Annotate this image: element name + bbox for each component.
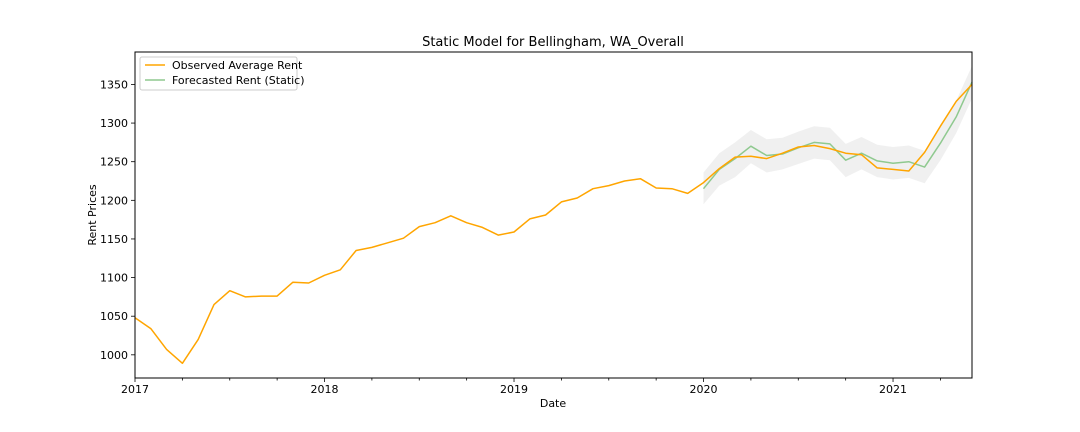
confidence-band [703,65,972,205]
y-axis-label: Rent Prices [86,184,99,246]
legend-label-forecast: Forecasted Rent (Static) [172,74,305,87]
x-axis-label: Date [540,397,567,410]
x-tick-label: 2017 [121,383,149,396]
x-tick-label: 2021 [879,383,907,396]
y-tick-label: 1050 [100,310,128,323]
x-tick-label: 2018 [311,383,339,396]
y-axis: 1000 1050 1100 1150 1200 1250 1300 1350 [100,78,135,362]
observed-rent-line [134,83,973,365]
legend-label-observed: Observed Average Rent [172,59,303,72]
x-axis: 2017 2018 2019 2020 2021 [121,378,941,396]
y-tick-label: 1250 [100,156,128,169]
y-tick-label: 1100 [100,272,128,285]
y-tick-label: 1350 [100,78,128,91]
x-tick-label: 2020 [690,383,718,396]
y-tick-label: 1000 [100,349,128,362]
plot-area-frame [134,51,973,379]
y-tick-label: 1150 [100,233,128,246]
legend: Observed Average Rent Forecasted Rent (S… [139,56,305,91]
forecast-rent-line [702,81,973,190]
series-lines [134,81,973,365]
x-tick-label: 2019 [500,383,528,396]
y-tick-label: 1200 [100,194,128,207]
confidence-interval-band [703,65,972,205]
y-tick-label: 1300 [100,117,128,130]
chart-title: Static Model for Bellingham, WA_Overall [422,35,684,50]
legend-box [139,56,298,91]
